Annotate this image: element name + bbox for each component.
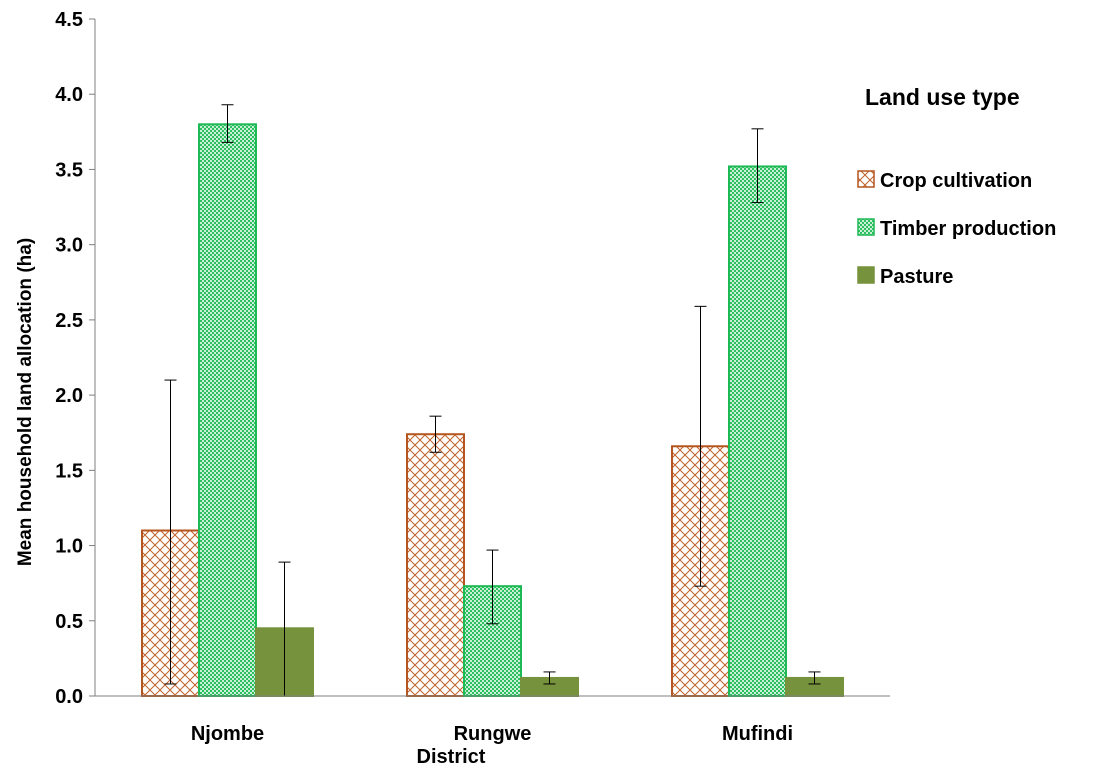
legend-swatch — [857, 266, 875, 284]
legend-label: Pasture — [880, 266, 953, 288]
y-axis-title: Mean household land allocation (ha) — [15, 238, 36, 566]
bar-timber-production — [728, 165, 787, 698]
y-tick-label: 3.0 — [55, 235, 83, 257]
error-bars-group — [164, 104, 821, 697]
bar-crop-cultivation — [406, 433, 465, 697]
y-axis: 0.0 0.5 1.0 1.5 2.0 2.5 3.0 3.5 4.0 4.5 — [55, 9, 96, 708]
y-tick-label: 2.5 — [55, 310, 83, 332]
x-category-label: Rungwe — [454, 723, 532, 745]
y-tick-label: 4.0 — [55, 84, 83, 106]
y-tick-label: 1.0 — [55, 536, 83, 558]
y-tick-label: 4.5 — [55, 9, 83, 31]
x-category-label: Mufindi — [722, 723, 793, 745]
legend-title: Land use type — [865, 84, 1020, 110]
legend-swatch — [857, 218, 875, 236]
y-tick-label: 3.5 — [55, 159, 83, 181]
bar-timber-production — [198, 123, 257, 698]
y-tick-label: 0.0 — [55, 686, 83, 708]
y-tick-label: 0.5 — [55, 611, 83, 633]
legend-label: Crop cultivation — [880, 170, 1032, 192]
x-axis: Njombe Rungwe Mufindi — [95, 695, 890, 745]
x-category-label: Njombe — [191, 723, 264, 745]
y-tick-label: 1.5 — [55, 460, 83, 482]
x-axis-title: District — [417, 746, 486, 768]
y-tick-label: 2.0 — [55, 385, 83, 407]
legend-label: Timber production — [880, 218, 1056, 240]
legend-swatch — [857, 170, 875, 188]
legend: Land use type Crop cultivation Timber pro… — [857, 84, 1056, 288]
